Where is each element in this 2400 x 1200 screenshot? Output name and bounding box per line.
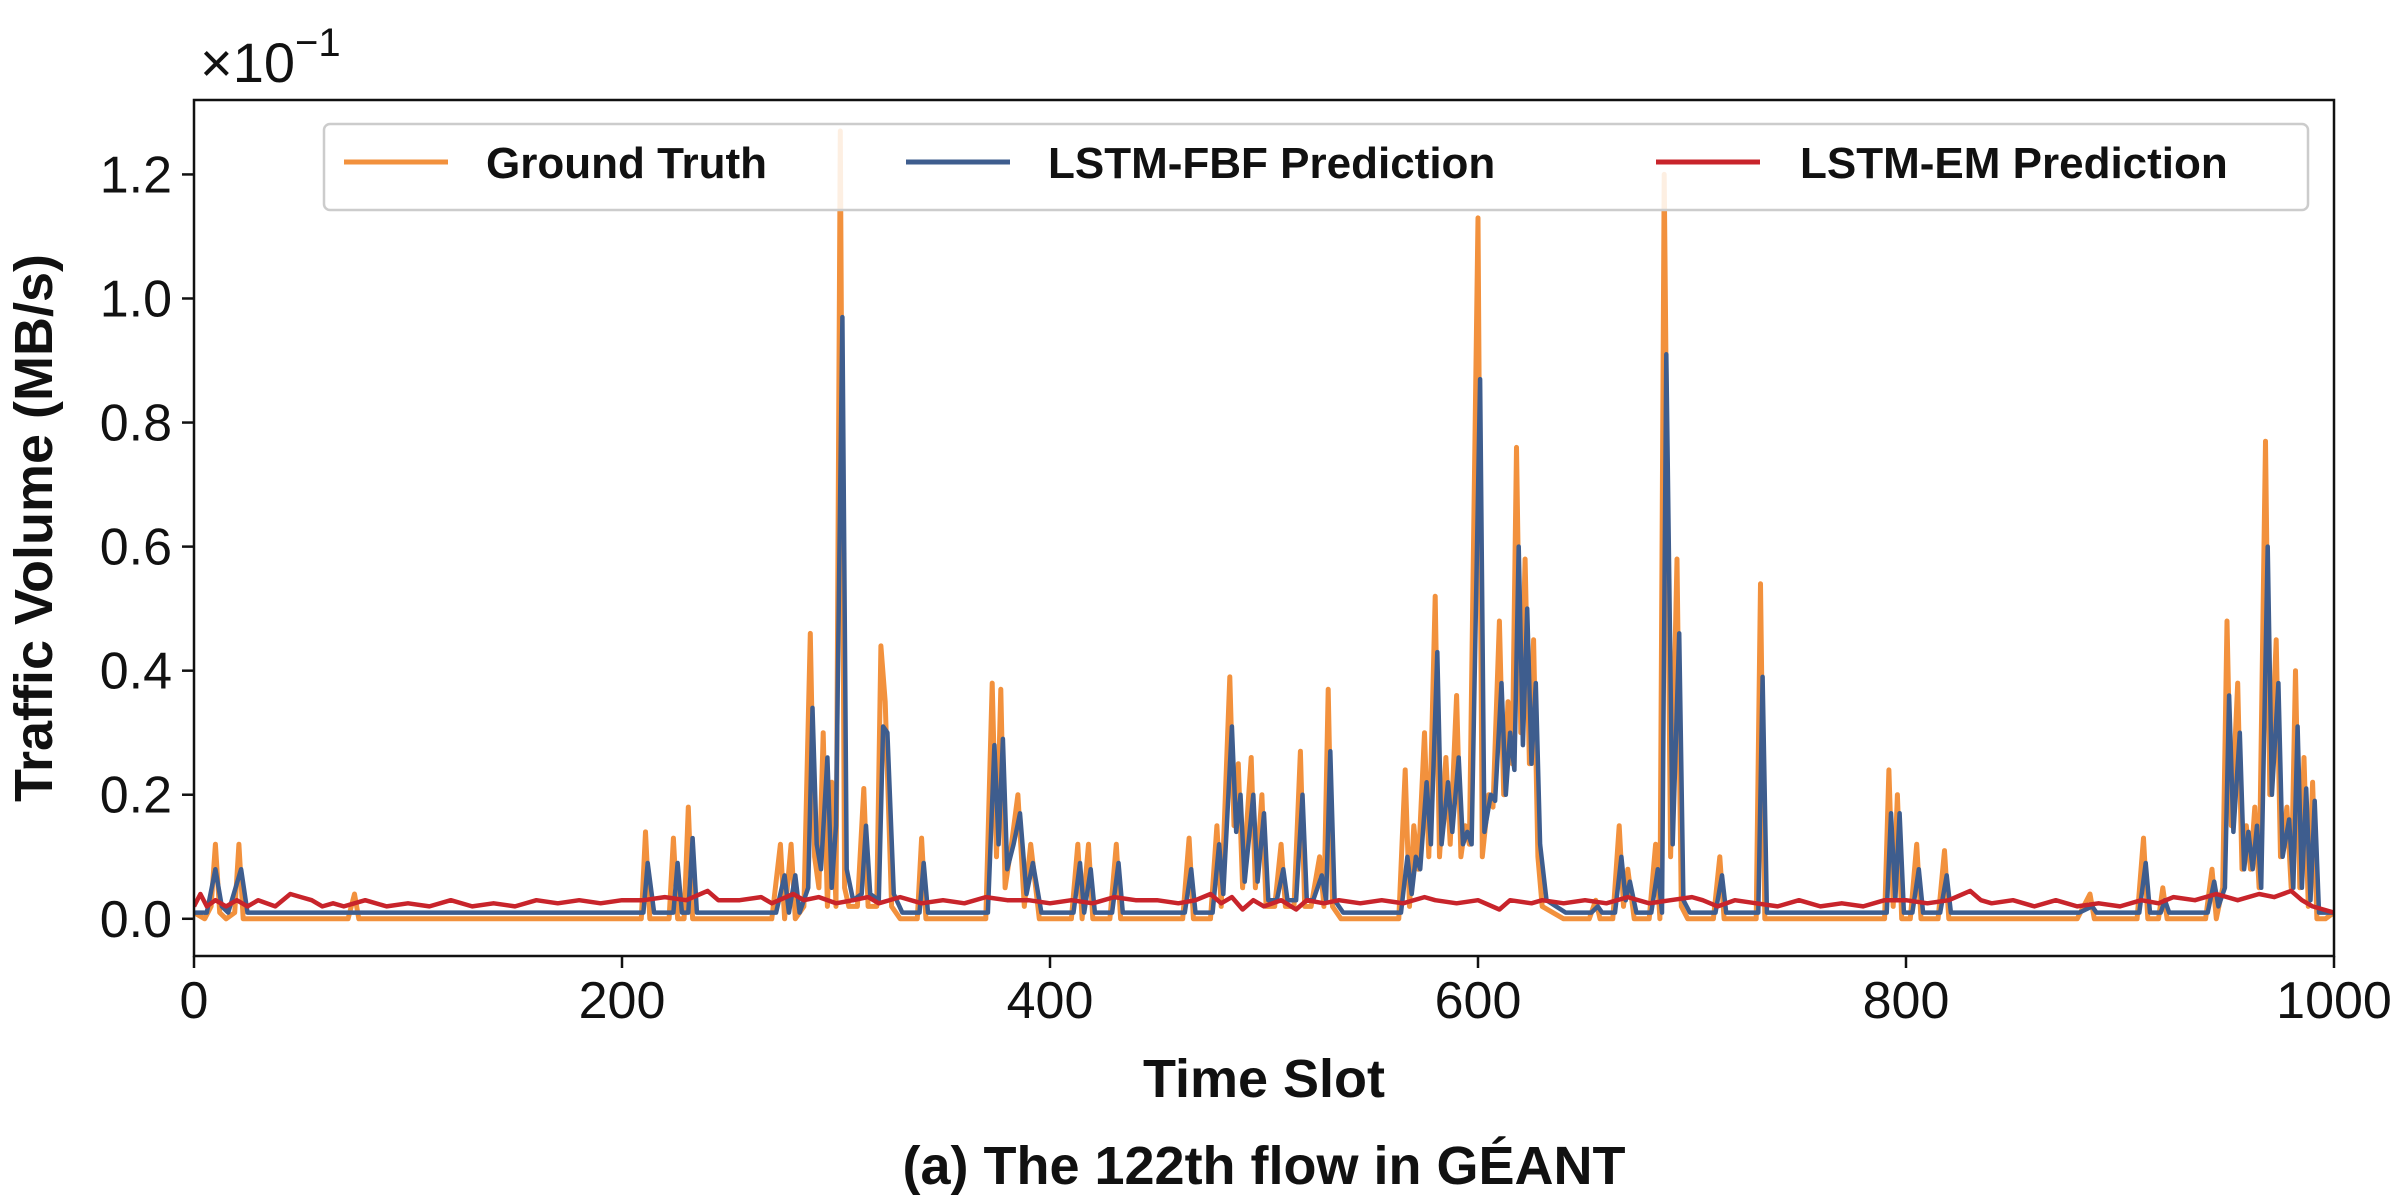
y-scale-multiplier: ×10−1 [200, 21, 341, 94]
y-axis-label: Traffic Volume (MB/s) [4, 254, 64, 802]
y-tick-label: 1.2 [100, 146, 172, 204]
y-tick-label: 0.0 [100, 891, 172, 949]
series-line-lstm-em-prediction [194, 888, 2334, 915]
legend: Ground Truth LSTM-FBF Prediction LSTM-EM… [322, 122, 2310, 212]
y-tick-label: 0.4 [100, 643, 172, 701]
x-tick-label: 600 [1435, 972, 1522, 1030]
y-tick-label: 0.2 [100, 767, 172, 825]
y-tick-label: 0.6 [100, 519, 172, 577]
x-tick-label: 0 [180, 972, 209, 1030]
legend-label-lstm-fbf: LSTM-FBF Prediction [1048, 139, 1495, 188]
x-tick-label: 800 [1863, 972, 1950, 1030]
plot-frame [192, 98, 2336, 958]
x-axis-ticks: 0 200 400 600 800 1000 [180, 956, 2392, 1030]
series-layer [194, 128, 2334, 922]
series-line-lstm-fbf-prediction [194, 314, 2334, 915]
figure-caption: (a) The 122th flow in GÉANT [902, 1136, 1625, 1196]
y-axis-ticks: 0.0 0.2 0.4 0.6 0.8 1.0 1.2 [100, 146, 194, 949]
x-tick-label: 1000 [2276, 972, 2392, 1030]
legend-frame [322, 122, 2310, 212]
legend-label-lstm-em: LSTM-EM Prediction [1800, 139, 2228, 188]
x-tick-label: 200 [579, 972, 666, 1030]
x-axis-label: Time Slot [1143, 1049, 1385, 1109]
y-tick-label: 1.0 [100, 270, 172, 328]
legend-label-ground-truth: Ground Truth [486, 139, 767, 188]
x-tick-label: 400 [1007, 972, 1094, 1030]
y-tick-label: 0.8 [100, 395, 172, 453]
